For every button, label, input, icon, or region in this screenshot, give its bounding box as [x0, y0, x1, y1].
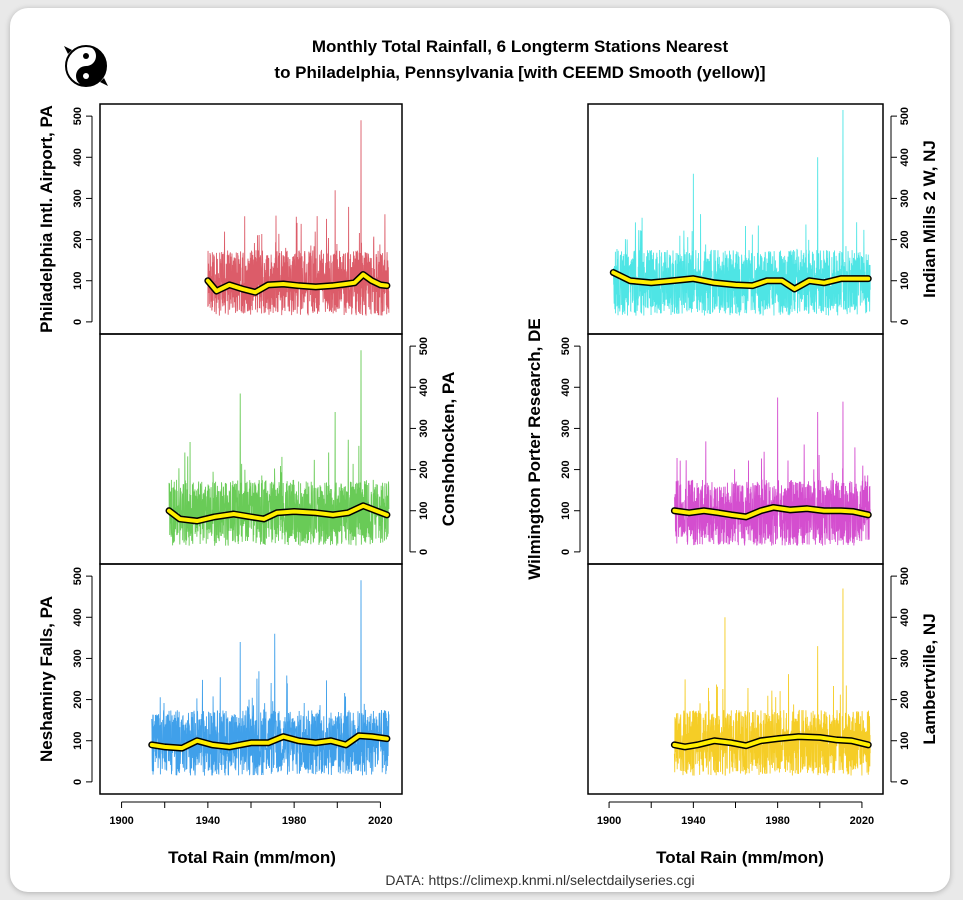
- station-label: Wilmington Porter Research, DE: [525, 318, 544, 580]
- y-tick-label: 300: [899, 649, 911, 667]
- station-label: Conshohocken, PA: [439, 372, 458, 527]
- y-tick-label: 200: [72, 230, 84, 248]
- y-tick-label: 200: [72, 690, 84, 708]
- station-label: Lambertville, NJ: [920, 613, 939, 744]
- y-tick-label: 500: [72, 107, 84, 125]
- y-tick-label: 400: [560, 378, 572, 396]
- y-tick-label: 100: [899, 732, 911, 750]
- ceemd-smooth-line: [672, 734, 871, 749]
- panel-wilmington: 0 100 200 300 400 500 Wilmington Porter Resear…: [525, 318, 884, 580]
- y-tick-label: 200: [899, 690, 911, 708]
- raw-rainfall-series: [168, 350, 390, 546]
- y-tick-label: 200: [418, 460, 430, 478]
- station-panels: 0 100 200 300 400 500 Philadelphia Intl. Airpo…: [37, 103, 939, 827]
- y-tick-label: 300: [418, 419, 430, 437]
- y-tick-label: 0: [899, 319, 911, 325]
- y-tick-label: 400: [418, 378, 430, 396]
- y-tick-label: 500: [418, 337, 430, 355]
- y-tick-label: 300: [899, 189, 911, 207]
- y-tick-label: 100: [899, 272, 911, 290]
- y-tick-label: 400: [899, 608, 911, 626]
- y-tick-label: 300: [560, 419, 572, 437]
- y-tick-label: 500: [560, 337, 572, 355]
- chart-title-line-2: to Philadelphia, Pennsylvania [with CEEM…: [274, 63, 765, 82]
- ceemd-smooth-line: [167, 503, 389, 524]
- panel-conshohocken: 0 100 200 300 400 500 Conshohocken, PA: [99, 333, 458, 565]
- y-tick-label: 400: [72, 608, 84, 626]
- station-label: Indian Mills 2 W, NJ: [920, 140, 939, 298]
- panel-frame: [99, 563, 403, 795]
- ceemd-smooth-line: [611, 270, 871, 291]
- raw-rainfall-series: [207, 120, 390, 316]
- x-tick-label: 1940: [196, 815, 220, 827]
- y-tick-label: 0: [72, 319, 84, 325]
- x-tick-label: 2020: [368, 815, 392, 827]
- y-tick-label: 300: [72, 189, 84, 207]
- y-tick-label: 0: [418, 549, 430, 555]
- y-tick-label: 500: [899, 107, 911, 125]
- y-tick-label: 0: [899, 779, 911, 785]
- yin-yang-logo-icon: [64, 45, 108, 87]
- y-tick-label: 400: [899, 148, 911, 166]
- panel-frame: [587, 563, 884, 795]
- y-tick-label: 100: [418, 502, 430, 520]
- y-tick-label: 400: [72, 148, 84, 166]
- y-tick-label: 500: [899, 567, 911, 585]
- y-tick-label: 200: [560, 460, 572, 478]
- panel-neshaminy: 0 100 200 300 400 500 Neshaminy Falls, PA 1900 1…: [37, 563, 403, 827]
- raw-rainfall-series: [674, 397, 871, 546]
- panel-philadelphia: 0 100 200 300 400 500 Philadelphia Intl. Airpo…: [37, 103, 403, 335]
- rainfall-figure: Monthly Total Rainfall, 6 Longterm Stati…: [37, 37, 939, 888]
- y-tick-label: 200: [899, 230, 911, 248]
- data-source-note: DATA: https://climexp.knmi.nl/selectdail…: [385, 872, 694, 888]
- panel-indian_mills: 0 100 200 300 400 500 Indian Mills 2 W, NJ: [587, 103, 939, 335]
- chart-title-line-1: Monthly Total Rainfall, 6 Longterm Stati…: [312, 37, 729, 56]
- x-tick-label: 1980: [282, 815, 306, 827]
- y-tick-label: 100: [72, 272, 84, 290]
- ceemd-smooth-line: [205, 272, 389, 295]
- ceemd-smooth-line: [672, 505, 871, 519]
- station-label: Neshaminy Falls, PA: [37, 596, 56, 762]
- raw-rainfall-series: [612, 109, 871, 316]
- y-tick-label: 0: [72, 779, 84, 785]
- x-tick-label: 1940: [681, 815, 705, 827]
- x-tick-label: 1900: [597, 815, 621, 827]
- panel-lambertville: 0 100 200 300 400 500 Lambertville, NJ 1900 1940…: [587, 563, 939, 827]
- figure-card: Monthly Total Rainfall, 6 Longterm Stati…: [10, 8, 950, 892]
- x-axis-label-right: Total Rain (mm/mon): [656, 848, 824, 867]
- raw-rainfall-series: [673, 588, 871, 776]
- y-tick-label: 100: [72, 732, 84, 750]
- y-tick-label: 0: [560, 549, 572, 555]
- x-tick-label: 1900: [109, 815, 133, 827]
- y-tick-label: 300: [72, 649, 84, 667]
- y-tick-label: 100: [560, 502, 572, 520]
- station-label: Philadelphia Intl. Airport, PA: [37, 105, 56, 333]
- x-tick-label: 1980: [765, 815, 789, 827]
- x-axis-label-left: Total Rain (mm/mon): [168, 848, 336, 867]
- panel-frame: [99, 333, 403, 565]
- y-tick-label: 500: [72, 567, 84, 585]
- x-tick-label: 2020: [850, 815, 874, 827]
- ceemd-smooth-line: [149, 733, 389, 751]
